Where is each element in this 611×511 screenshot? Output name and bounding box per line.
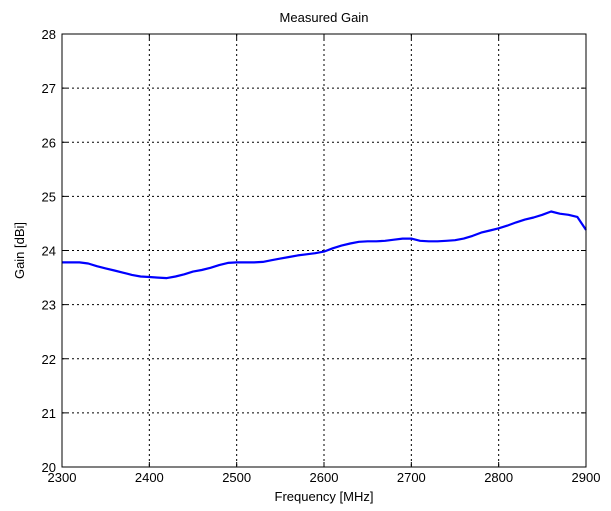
y-tick-label: 20 [42,460,56,475]
chart-title: Measured Gain [280,10,369,25]
y-tick-label: 26 [42,135,56,150]
x-tick-label: 2800 [484,470,513,485]
y-tick-label: 25 [42,189,56,204]
y-axis-label: Gain [dBi] [12,222,27,279]
y-tick-label: 21 [42,406,56,421]
tick-marks [61,33,587,468]
series-layer [62,210,587,280]
x-tick-label: 2900 [572,470,601,485]
gain-series-line [62,210,587,280]
y-tick-label: 22 [42,352,56,367]
y-tick-label: 27 [42,81,56,96]
y-tick-label: 23 [42,298,56,313]
y-tick-label: 24 [42,244,56,259]
x-tick-label: 2300 [48,470,77,485]
y-tick-label: 28 [42,27,56,42]
x-tick-label: 2400 [135,470,164,485]
x-tick-label: 2500 [222,470,251,485]
x-tick-label: 2700 [397,470,426,485]
x-tick-labels: 2300 2400 2500 2600 2700 2800 2900 [48,470,601,485]
x-axis-label: Frequency [MHz] [275,489,374,504]
y-tick-labels: 20 21 22 23 24 25 26 27 28 [42,27,56,475]
x-tick-label: 2600 [310,470,339,485]
